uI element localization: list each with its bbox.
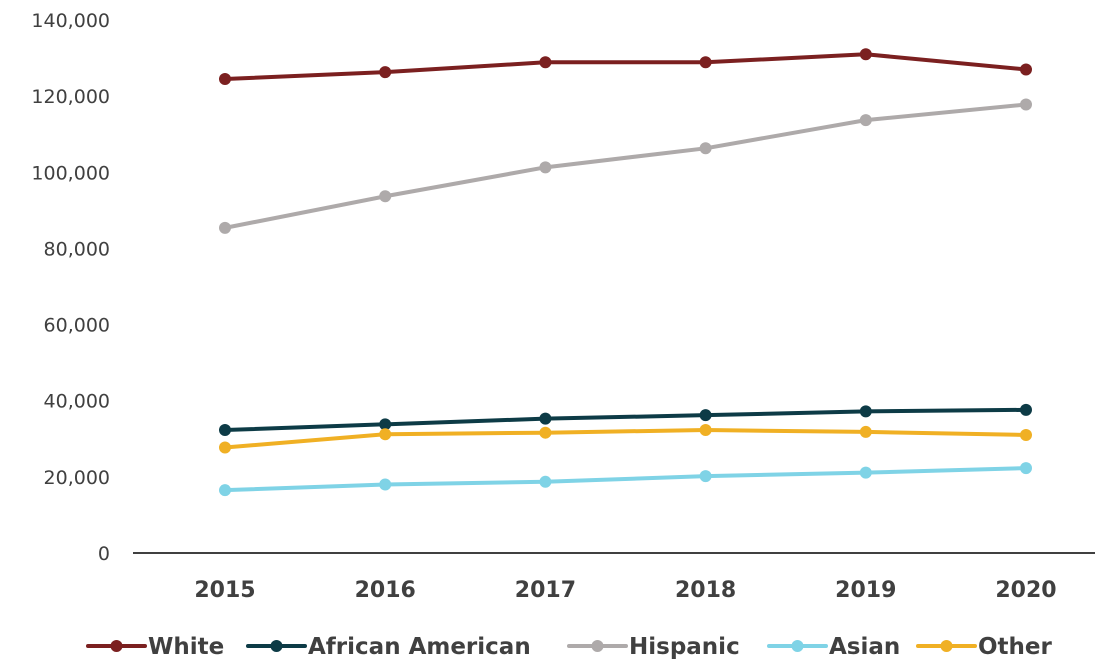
legend-label: African American xyxy=(308,634,531,660)
series-line-asian xyxy=(223,466,1028,493)
y-tick-label: 40,000 xyxy=(44,391,110,413)
series-line-african-american xyxy=(223,407,1028,433)
legend-item-asian: Asian xyxy=(767,634,900,660)
data-point-african-american xyxy=(379,418,392,431)
data-point-african-american xyxy=(219,424,231,437)
legend-swatch-marker xyxy=(940,640,953,652)
data-point-african-american xyxy=(699,409,712,422)
data-point-other xyxy=(539,426,552,439)
y-tick-label: 60,000 xyxy=(44,315,110,337)
legend: White African American Hispanic Asian Other xyxy=(86,634,1053,660)
legend-swatch-marker xyxy=(791,640,804,652)
data-point-hispanic xyxy=(219,221,231,234)
y-tick-label: 20,000 xyxy=(44,467,110,489)
legend-item-african-american: African American xyxy=(246,634,531,660)
data-point-hispanic xyxy=(379,190,392,203)
data-point-hispanic xyxy=(859,114,872,127)
data-point-asian xyxy=(379,478,392,491)
data-point-asian xyxy=(539,475,552,488)
series-hispanic xyxy=(219,98,1032,234)
series-other xyxy=(219,424,1032,454)
series-line-other xyxy=(223,428,1028,450)
data-point-asian xyxy=(859,466,872,479)
legend-item-other: Other xyxy=(916,634,1053,660)
data-point-other xyxy=(1020,428,1032,441)
data-point-white xyxy=(219,73,231,86)
legend-item-white: White xyxy=(86,634,224,660)
series-line-white xyxy=(223,52,1028,82)
legend-swatch-marker xyxy=(110,640,123,652)
data-point-hispanic xyxy=(539,161,552,174)
legend-label: Other xyxy=(978,634,1053,660)
legend-label: White xyxy=(148,634,224,660)
legend-label: Hispanic xyxy=(629,634,740,660)
legend-swatch-marker xyxy=(591,640,604,652)
data-point-african-american xyxy=(859,405,872,418)
data-point-hispanic xyxy=(1020,98,1032,111)
y-tick-label: 140,000 xyxy=(31,10,110,32)
series-line-hispanic xyxy=(223,102,1028,230)
data-point-asian xyxy=(219,484,231,497)
x-tick-label: 2018 xyxy=(675,578,736,603)
series-layer xyxy=(219,48,1032,497)
data-point-asian xyxy=(1020,462,1032,475)
legend-swatch-marker xyxy=(270,640,283,652)
x-tick-label: 2016 xyxy=(355,578,416,603)
x-tick-label: 2015 xyxy=(194,578,255,603)
x-tick-label: 2019 xyxy=(835,578,896,603)
data-point-african-american xyxy=(539,412,552,425)
series-african-american xyxy=(219,403,1032,437)
data-point-other xyxy=(379,428,392,441)
x-tick-label: 2017 xyxy=(515,578,576,603)
legend-item-hispanic: Hispanic xyxy=(567,634,740,660)
data-point-other xyxy=(219,441,231,454)
x-axis-ticks: 2015 2016 2017 2018 2019 2020 xyxy=(194,578,1056,603)
data-point-white xyxy=(859,48,872,61)
y-tick-label: 120,000 xyxy=(31,86,110,108)
series-white xyxy=(219,48,1032,86)
series-asian xyxy=(219,462,1032,497)
data-point-other xyxy=(859,425,872,438)
y-tick-label: 80,000 xyxy=(44,238,110,260)
y-tick-label: 100,000 xyxy=(31,162,110,184)
x-tick-label: 2020 xyxy=(995,578,1056,603)
data-point-asian xyxy=(699,470,712,483)
y-tick-label: 0 xyxy=(98,543,110,565)
data-point-white xyxy=(379,66,392,79)
data-point-white xyxy=(699,56,712,69)
data-point-other xyxy=(699,424,712,437)
legend-label: Asian xyxy=(829,634,900,660)
data-point-white xyxy=(539,56,552,69)
data-point-african-american xyxy=(1020,403,1032,416)
data-point-white xyxy=(1020,63,1032,76)
y-axis-ticks: 0 20,000 40,000 60,000 80,000 100,000 120,000 1… xyxy=(31,10,110,565)
data-point-hispanic xyxy=(699,142,712,155)
